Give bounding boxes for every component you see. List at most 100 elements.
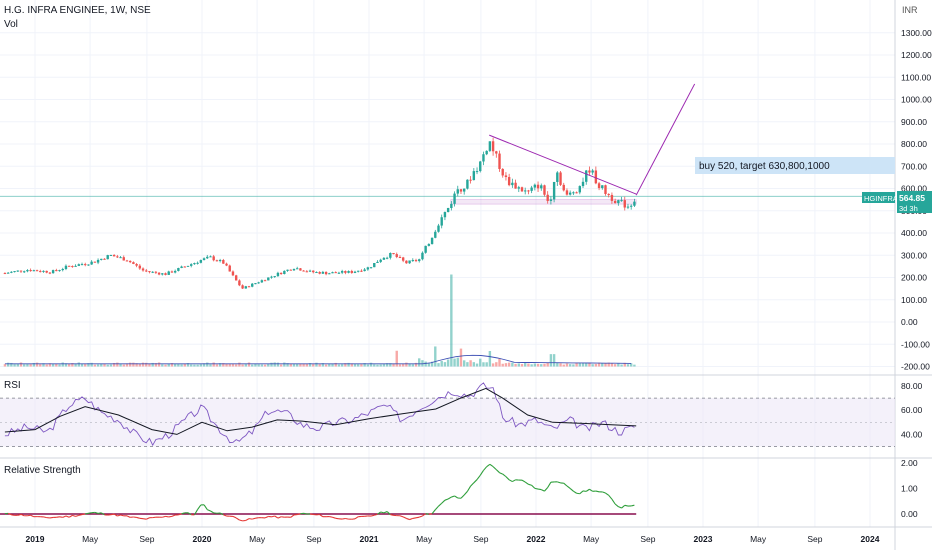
volume-bar	[183, 363, 186, 367]
candle-body	[170, 271, 174, 273]
rs-line-segment	[65, 515, 70, 518]
candle-body	[273, 276, 276, 278]
candle-body	[209, 256, 212, 258]
rs-line-segment	[17, 513, 22, 516]
volume-bar	[613, 364, 617, 367]
volume-bar	[575, 362, 578, 367]
volume-bar	[414, 362, 418, 367]
volume-bar	[517, 363, 520, 367]
candle-body	[61, 268, 64, 271]
time-tick-label: Sep	[640, 534, 655, 544]
rs-line-segment	[20, 513, 25, 517]
candle-body	[161, 273, 164, 275]
volume-bar	[80, 363, 84, 367]
candle-body	[173, 270, 177, 273]
rs-line-segment	[595, 490, 600, 493]
candle-body	[112, 254, 116, 257]
rs-line-segment	[117, 514, 121, 517]
support-zone	[450, 199, 637, 205]
volume-bar	[353, 363, 357, 367]
volume-bar	[629, 363, 633, 367]
candle-body	[257, 282, 260, 284]
candle-body	[562, 184, 565, 191]
candle-body	[459, 189, 463, 192]
candle-body	[238, 280, 241, 286]
volume-bar	[212, 362, 215, 367]
candle-body	[340, 271, 344, 273]
rs-line-segment	[197, 504, 202, 510]
candle-body	[575, 192, 578, 194]
volume-bar	[10, 362, 13, 367]
volume-bar	[350, 363, 353, 367]
volume-bar	[247, 362, 251, 367]
rs-tick-label: 1.00	[901, 484, 918, 494]
candle-body	[414, 260, 418, 262]
candle-body	[225, 263, 228, 266]
rs-line-segment	[248, 518, 253, 520]
volume-bar	[462, 360, 466, 367]
volume-bar	[546, 362, 549, 367]
candle-body	[379, 259, 382, 262]
rs-line-segment	[425, 513, 429, 515]
rs-line-segment	[232, 515, 237, 519]
volume-bar	[379, 364, 382, 367]
candle-body	[527, 190, 530, 192]
candle-body	[193, 263, 196, 265]
candle-body	[45, 270, 48, 273]
rs-line-segment	[383, 511, 388, 514]
rs-line-segment	[470, 482, 475, 487]
rs-line-segment	[297, 513, 301, 516]
rs-line-segment	[303, 512, 307, 515]
candle-body	[48, 272, 52, 274]
volume-bar	[475, 363, 479, 367]
volume-bar	[39, 364, 42, 367]
candle-body	[418, 259, 421, 262]
rsi-title[interactable]: RSI	[4, 380, 21, 391]
volume-bar	[366, 364, 370, 367]
volume-bar	[145, 362, 148, 367]
rs-line-segment	[489, 463, 494, 468]
volume-bar	[55, 363, 58, 367]
rs-line-segment	[386, 511, 391, 515]
volume-bar	[324, 364, 328, 367]
candle-body	[71, 266, 74, 268]
time-tick-label: May	[82, 534, 99, 544]
rs-line-segment	[274, 515, 279, 519]
volume-bar	[90, 362, 93, 367]
candle-body	[87, 264, 90, 266]
rs-line-segment	[499, 472, 503, 475]
candle-body	[373, 262, 376, 268]
rs-line-segment	[528, 483, 532, 486]
candle-body	[620, 200, 623, 202]
candle-body	[401, 257, 405, 261]
volume-bar	[411, 364, 415, 367]
candle-body	[58, 270, 61, 272]
candle-body	[585, 170, 588, 182]
relative-strength-title[interactable]: Relative Strength	[4, 465, 81, 476]
volume-bar	[334, 362, 337, 367]
candle-body	[479, 161, 482, 172]
volume-bar	[164, 364, 167, 367]
candle-body	[267, 277, 270, 281]
candle-body	[568, 192, 572, 195]
volume-bar	[103, 364, 106, 367]
candle-body	[260, 280, 264, 283]
rs-line-segment	[521, 479, 526, 483]
rs-line-segment	[605, 492, 610, 496]
symbol-title[interactable]: H.G. INFRA ENGINEE, 1W, NSE	[4, 5, 151, 16]
rs-line-segment	[7, 512, 12, 516]
volume-bar	[119, 363, 122, 367]
volume-bar	[308, 363, 312, 367]
rs-line-segment	[531, 484, 536, 489]
candle-body	[199, 260, 203, 263]
volume-label[interactable]: Vol	[4, 19, 18, 30]
volume-bar	[161, 364, 164, 367]
volume-bar	[315, 362, 318, 367]
volume-bar	[202, 363, 206, 367]
volume-bar	[42, 363, 45, 367]
candle-body	[135, 263, 138, 266]
rsi-line	[4, 382, 635, 447]
candle-body	[520, 187, 524, 192]
volume-bar	[501, 363, 504, 367]
volume-bar	[585, 363, 588, 367]
